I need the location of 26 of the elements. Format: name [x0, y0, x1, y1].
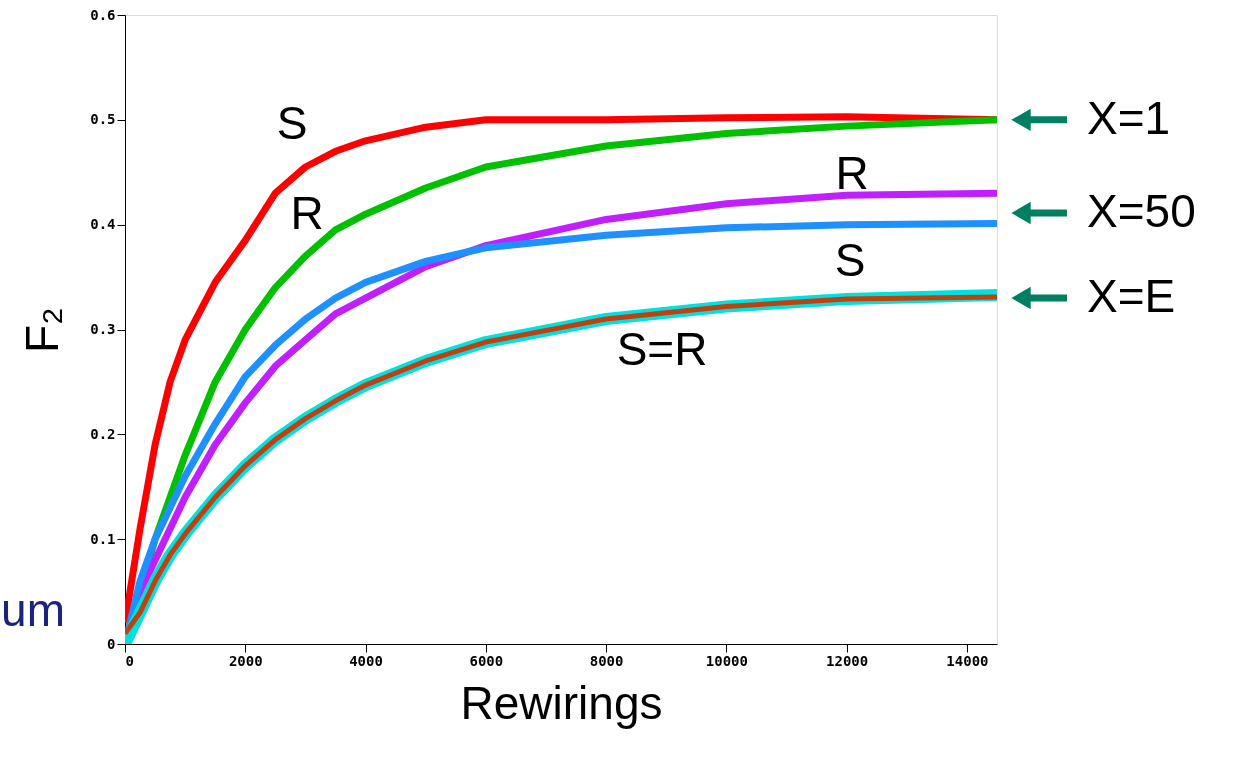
- y-tick-label: 0.5: [90, 111, 116, 128]
- x-tick-label: 10000: [705, 652, 748, 669]
- annotation: S=R: [616, 323, 708, 375]
- y-tick-label: 0.2: [90, 425, 116, 442]
- x-tick-label: 12000: [826, 652, 869, 669]
- y-axis-title: F₂: [16, 307, 69, 353]
- y-tick-label: 0.3: [90, 321, 116, 337]
- y-tick-label: 0: [107, 635, 116, 652]
- x-axis-title: Rewirings: [460, 676, 663, 729]
- y-tick-label: 0.6: [90, 6, 116, 23]
- annotation: S: [834, 234, 866, 286]
- x-tick-label: 14000: [946, 652, 989, 669]
- annotation: S: [276, 97, 308, 149]
- text: um: [1, 584, 65, 636]
- text: X=50: [1087, 185, 1196, 237]
- x-tick-label: 4000: [349, 652, 383, 669]
- annotation: X=E: [1087, 270, 1176, 323]
- x-tick-label: 8000: [589, 652, 624, 669]
- annotation: R: [835, 147, 869, 199]
- y-tick-label: 0.4: [90, 216, 116, 233]
- annotation: X=1: [1087, 91, 1171, 144]
- y-tick-label: 0.1: [90, 530, 116, 547]
- x-tick-label: 6000: [469, 652, 504, 669]
- x-tick-label: 2000: [228, 652, 263, 669]
- annotation: R: [290, 187, 324, 239]
- x-tick-label: 0: [125, 652, 134, 669]
